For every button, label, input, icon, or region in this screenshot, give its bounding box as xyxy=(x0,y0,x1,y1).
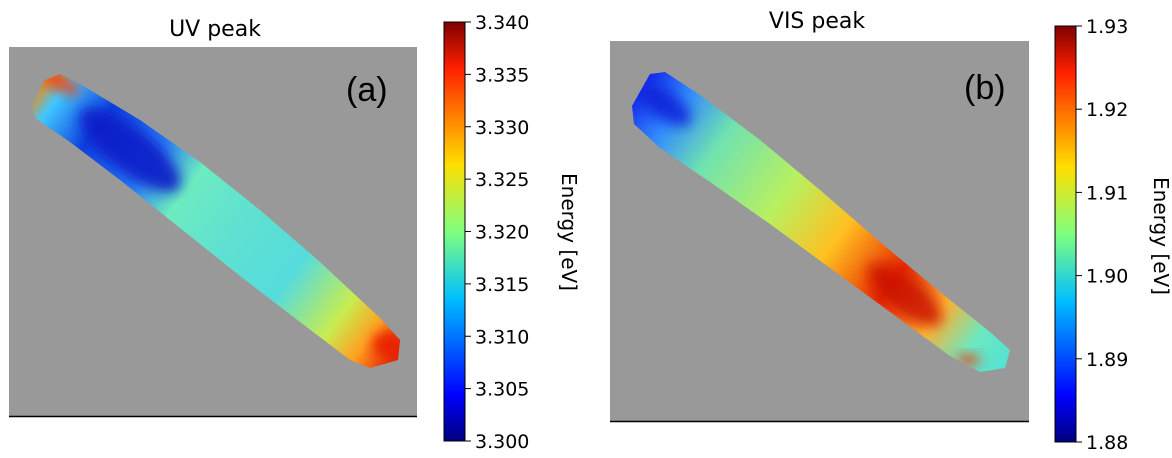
uv-colorbar-tick-label: 3.340 xyxy=(475,12,529,34)
vis-colorbar: 1.88 1.89 1.90 1.91 1.92 1.93 Energy [eV] xyxy=(1054,16,1172,454)
vis-colorbar-tick-label: 1.89 xyxy=(1086,349,1128,371)
vis-colorbar-label: Energy [eV] xyxy=(1149,177,1172,295)
vis-colorbar-bar xyxy=(1054,25,1077,443)
uv-colorbar-tick-label: 3.305 xyxy=(475,379,529,401)
vis-colorbar-tick-label: 1.88 xyxy=(1086,432,1128,454)
vis-colorbar-tick-label: 1.91 xyxy=(1086,182,1128,204)
uv-colorbar-tick-label: 3.320 xyxy=(475,222,529,244)
uv-colorbar-tick-label: 3.300 xyxy=(475,431,529,453)
uv-colorbar-tick-label: 3.330 xyxy=(475,117,529,139)
panel-uv-peak: UV peak (a) xyxy=(9,17,417,418)
vis-red-hotspot xyxy=(867,263,943,327)
vis-colorbar-tick-label: 1.92 xyxy=(1086,99,1128,121)
vis-colorbar-tick-label: 1.93 xyxy=(1086,16,1128,38)
uv-colorbar-tick-label: 3.335 xyxy=(475,64,529,86)
panel-label-b: (b) xyxy=(964,69,1006,107)
uv-colorbar-tick-label: 3.325 xyxy=(475,169,529,191)
vis-peak-title: VIS peak xyxy=(769,9,865,34)
uv-colorbar-tick-label: 3.310 xyxy=(475,326,529,348)
uv-peak-title: UV peak xyxy=(169,17,261,42)
uv-colorbar-tick-label: 3.315 xyxy=(475,274,529,296)
panel-label-a: (a) xyxy=(346,71,388,109)
uv-colorbar-bar xyxy=(443,21,466,442)
uv-colorbar-ticks: 3.300 3.305 3.310 3.315 3.320 3.325 3.330 3.335… xyxy=(465,12,529,453)
panel-vis-peak: VIS peak (b) xyxy=(610,9,1029,423)
vis-colorbar-tick-label: 1.90 xyxy=(1086,266,1128,288)
vis-blue-corner xyxy=(639,84,691,126)
uv-colorbar: 3.300 3.305 3.310 3.315 3.320 3.325 3.330 3.335… xyxy=(443,12,581,453)
uv-colorbar-label: Energy [eV] xyxy=(557,173,581,291)
vis-colorbar-ticks: 1.88 1.89 1.90 1.91 1.92 1.93 xyxy=(1076,16,1128,454)
uv-dark-blue-region xyxy=(79,108,181,192)
